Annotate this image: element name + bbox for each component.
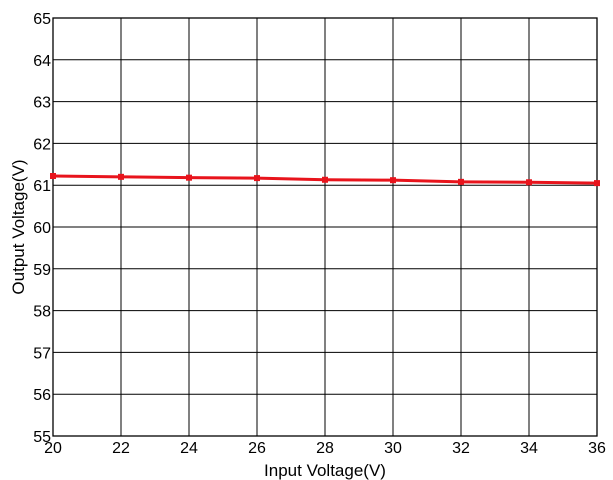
x-tick-label: 28 <box>316 440 334 457</box>
plot-frame <box>52 17 598 437</box>
x-axis-title: Input Voltage(V) <box>264 461 386 480</box>
grid <box>52 17 598 437</box>
y-axis-title: Output Voltage(V) <box>9 159 28 294</box>
x-axis-ticks: 20 22 24 26 28 30 32 34 36 <box>44 440 606 457</box>
data-point <box>526 179 532 186</box>
y-tick-label: 55 <box>33 429 51 446</box>
series-layer <box>50 173 600 187</box>
data-point <box>390 177 396 184</box>
y-axis-ticks: 55 56 57 58 59 60 61 62 63 64 65 <box>33 11 51 446</box>
x-tick-label: 34 <box>520 440 538 457</box>
x-tick-label: 32 <box>452 440 470 457</box>
x-tick-label: 24 <box>180 440 198 457</box>
x-tick-label: 36 <box>588 440 606 457</box>
y-tick-label: 58 <box>33 304 51 321</box>
data-point <box>594 180 600 187</box>
y-tick-label: 59 <box>33 262 51 279</box>
y-tick-label: 64 <box>33 53 51 70</box>
y-tick-label: 57 <box>33 345 51 362</box>
y-tick-label: 62 <box>33 136 51 153</box>
y-tick-label: 63 <box>33 95 51 112</box>
y-tick-label: 60 <box>33 220 51 237</box>
data-point <box>186 174 192 181</box>
y-tick-label: 56 <box>33 387 51 404</box>
x-tick-label: 22 <box>112 440 130 457</box>
y-tick-label: 61 <box>33 178 51 195</box>
data-point <box>458 178 464 185</box>
data-point <box>118 173 124 180</box>
x-tick-label: 26 <box>248 440 266 457</box>
y-tick-label: 65 <box>33 11 51 28</box>
data-point <box>322 176 328 183</box>
data-point <box>254 175 260 182</box>
x-tick-label: 20 <box>44 440 62 457</box>
x-tick-label: 30 <box>384 440 402 457</box>
data-point <box>50 173 56 180</box>
